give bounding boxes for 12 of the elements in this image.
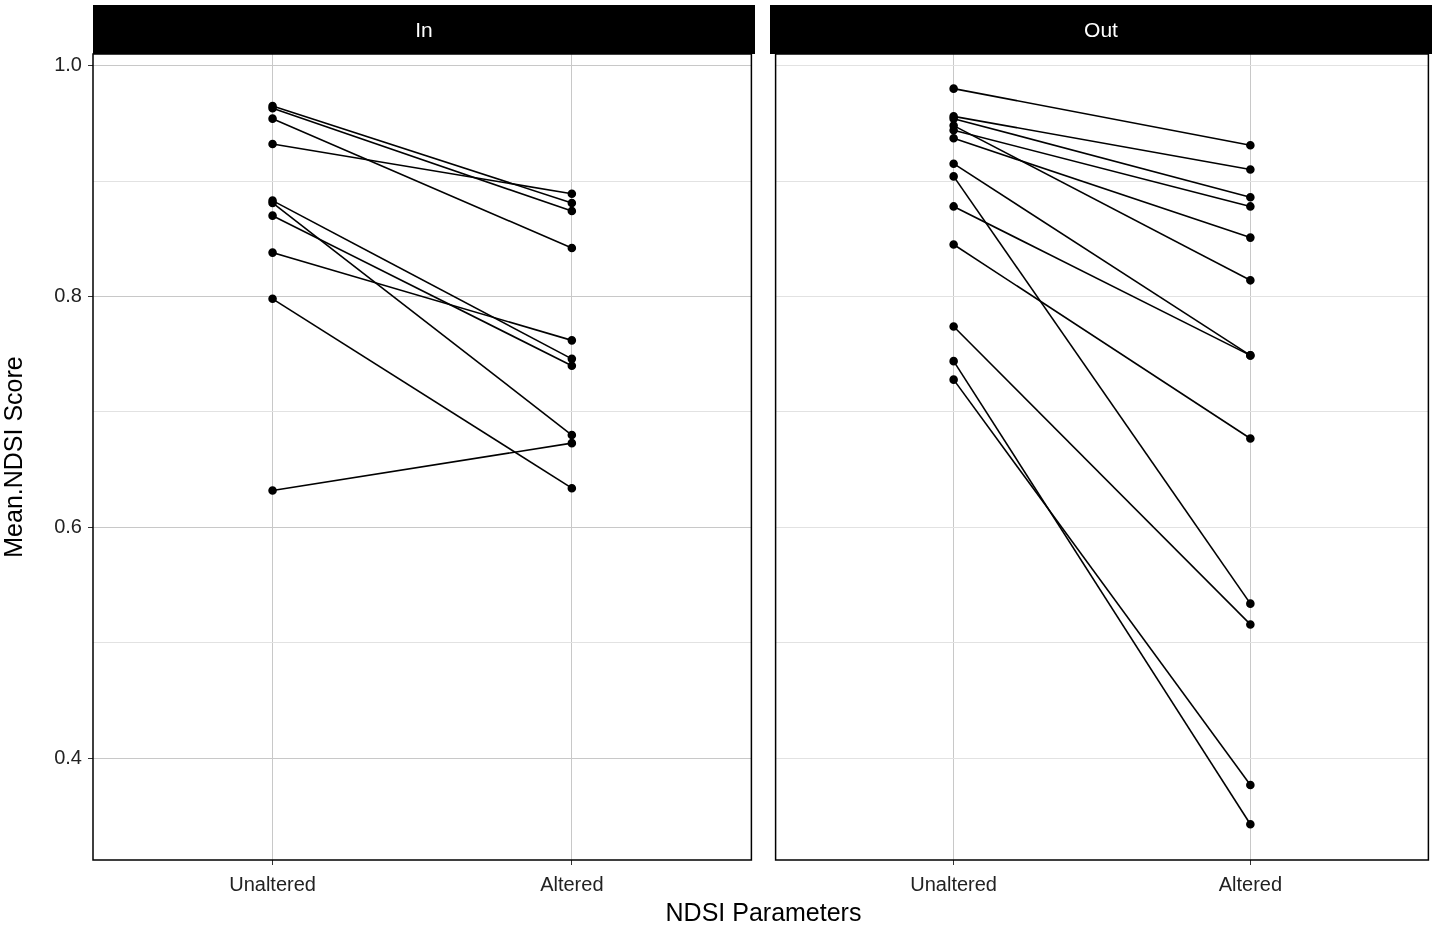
x-tick-label: Altered [1218,872,1283,895]
chart-title: Out [770,5,1432,54]
y-tick-label: 1.0 [54,53,82,76]
x-tick-label: Unaltered [910,872,997,895]
x-tick-label: Altered [540,872,604,895]
chart-title: In [93,5,755,54]
x-tick-label: Unaltered [229,872,316,895]
x-axis-title: NDSI Parameters [664,898,863,927]
y-axis-title: Mean.NDSI Score [0,356,27,558]
y-tick-label: 0.8 [54,284,82,307]
y-tick-label: 0.6 [54,514,82,537]
y-tick-label: 0.4 [54,745,82,768]
